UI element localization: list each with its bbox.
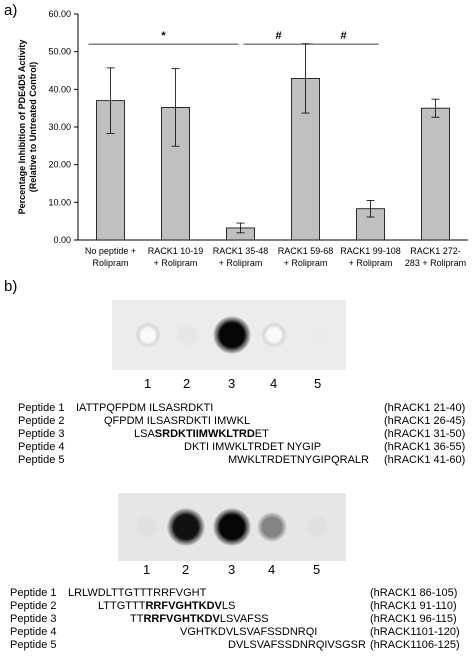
sequence-part: LSVAFSS [219,613,269,625]
peptide-reference: (hRACK1 96-115) [370,613,457,625]
x-tick-label: RACK1 10-19 [148,246,204,256]
y-tick-label: 10.00 [48,197,71,207]
y-tick-label: 60.00 [48,9,71,19]
peptide-sequence: QFPDM ILSASRDKTI IMWKL [104,415,250,428]
x-tick-label: No peptide + [85,246,136,256]
peptide-sequence: VGHTKDVLSVAFSSDNRQI [180,626,317,639]
peptide-sequence: IATTPQFPDM ILSASRDKTI [76,402,213,415]
y-tick-label: 0.00 [53,235,71,245]
blot-spot [134,514,160,540]
peptide-name: Peptide 2 [10,600,57,612]
x-tick-label: + Rolipram [154,258,198,268]
lane-number: 4 [270,376,278,391]
y-tick-label: 40.00 [48,84,71,94]
peptide-name: Peptide 4 [18,441,65,453]
peptide-name: Peptide 1 [10,587,57,599]
peptide-name: Peptide 3 [10,613,57,625]
significance-symbol: # [275,30,281,42]
peptide-name: Peptide 2 [18,415,65,427]
peptide-name: Peptide 1 [18,402,65,414]
peptide-sequence: DVLSVAFSSDNRQIVSGSR [228,639,366,652]
blot-spot [260,321,288,349]
peptide-name: Peptide 5 [10,639,57,651]
y-axis-label-2: (Relative to Untreated Control) [28,62,38,193]
dot-blot-2 [118,493,346,561]
x-tick-label: RACK1 35-48 [213,246,269,256]
dot-blot-1 [112,300,346,370]
lane-number: 3 [228,562,236,577]
bar [421,107,450,241]
peptide-reference: (hRACK1 41-60) [384,454,466,466]
sequence-part: TT [130,613,144,625]
x-tick-label: + Rolipram [349,258,393,268]
peptide-name: Peptide 3 [18,428,65,440]
lane-number: 5 [314,376,322,391]
x-tick-label: Rolipram [92,258,128,268]
sequence-part: LTTGTTT [98,600,146,612]
lane-number: 1 [143,562,151,577]
sequence-part: LRLWDLTTGTTTRRFVGHT [68,587,207,599]
peptide-sequence: DKTI IMWKLTRDET NYGIP [184,441,321,454]
sequence-part: DKTI IMWKLTRDET NYGIP [184,441,322,453]
peptide-reference: (hRACK1 36-55) [384,441,466,453]
peptide-sequence: MWKLTRDETNYGIPQRALR [228,454,369,467]
lane-number: 3 [228,376,236,391]
sequence-binding-motif: RRFVGHTKDV [143,613,220,625]
x-tick-label: + Rolipram [219,258,263,268]
significance-symbol: * [161,30,166,42]
peptide-name: Peptide 5 [18,454,65,466]
lane-number: 1 [144,376,152,391]
peptide-sequence: LSASRDKTIIMWKLTRDET [134,428,269,441]
y-axis-label: Percentage Inhibition of PDE4D5 Activity [17,40,27,215]
blot-spot [174,322,200,348]
sequence-part: ET [254,428,269,440]
x-tick-label: RACK1 272- [410,246,461,256]
lane-number: 4 [268,562,276,577]
blot-spot [213,316,251,354]
blot-spot [306,323,330,347]
x-tick-label: + Rolipram [284,258,328,268]
blot-spot [167,508,205,546]
blot-spot [213,508,251,546]
panel-b-label: b) [4,278,18,295]
significance-symbol: # [340,30,346,42]
peptide-sequence: LTTGTTTRRFVGHTKDVLS [98,600,235,613]
y-tick-label: 50.00 [48,47,71,57]
lane-number: 2 [182,562,190,577]
x-tick-label: RACK1 59-68 [278,246,334,256]
sequence-part: VGHTKDVLSVAFSSDNRQI [180,626,318,638]
sequence-binding-motif: SRDKTIIMWKLTRD [154,428,255,440]
peptide-reference: (hRACK1 26-45) [384,415,466,427]
x-tick-label: RACK1 99-108 [340,246,401,256]
peptide-reference: (hRACK1 31-50) [384,428,466,440]
blot-spot [256,511,288,543]
peptide-sequence: TTRRFVGHTKDVLSVAFSS [130,613,269,626]
sequence-binding-motif: RRFVGHTKDV [145,600,222,612]
peptide-table-2: Peptide 1 LRLWDLTTGTTTRRFVGHT (hRACK1 86-1… [10,587,465,657]
y-tick-label: 20.00 [48,160,71,170]
peptide-reference: (hRACK1 86-105) [370,587,458,599]
sequence-part: DVLSVAFSSDNRQIVSGSR [228,639,366,651]
bar-chart: 0.00 10.00 20.00 30.00 40.00 50.00 60.00 Percen… [17,9,468,268]
peptide-reference: (hRACK1101-120) [370,626,460,638]
peptide-name: Peptide 4 [10,626,57,638]
peptide-reference: (hRACK1106-125) [370,639,460,651]
peptide-reference: (hRACK1 21-40) [384,402,466,414]
lane-number: 2 [183,376,191,391]
y-tick-label: 30.00 [48,122,71,132]
sequence-part: QFPDM ILSASRDKTI IMWKL [104,415,251,427]
lane-number: 5 [313,562,321,577]
blot-spot [304,514,330,540]
x-tick-label: 283 + Rolipram [405,258,466,268]
panel-a-label: a) [4,2,18,19]
sequence-part: LS [221,600,236,612]
peptide-reference: (hRACK1 91-110) [370,600,457,612]
peptide-table-1: Peptide 1 IATTPQFPDM ILSASRDKTI (hRACK1 21… [18,402,466,472]
peptide-sequence: LRLWDLTTGTTTRRFVGHT [68,587,206,600]
sequence-part: LSA [134,428,155,440]
sequence-part: IATTPQFPDM ILSASRDKTI [76,402,214,414]
sequence-part: MWKLTRDETNYGIPQRALR [228,454,369,466]
blot-spot [134,321,162,349]
